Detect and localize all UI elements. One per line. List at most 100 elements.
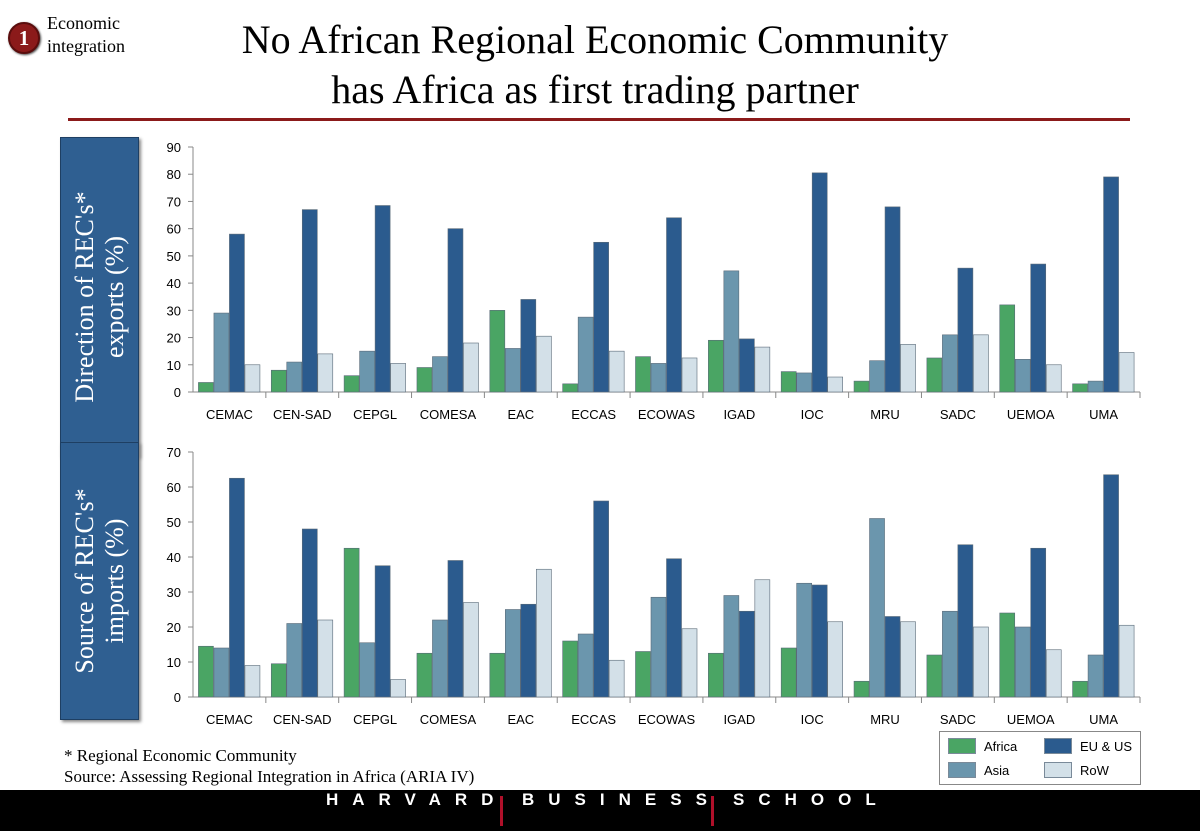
imports-bar-ecowas-asia (650, 596, 667, 698)
exports-bar-uma-africa (1072, 383, 1088, 393)
section-tag-line2: integration (47, 36, 125, 56)
exports-bar-mru-eu-us (884, 206, 901, 393)
exports-bar-uma-asia (1087, 380, 1104, 393)
exports-panel-label: Direction of REC's* exports (%) (60, 137, 139, 457)
legend-item-asia: Asia (948, 762, 1009, 778)
footnote-source: Source: Assessing Regional Integration i… (64, 767, 475, 786)
imports-bar-cepgl-eu-us (374, 565, 391, 698)
exports-category-label: IGAD (723, 407, 755, 422)
footer-word-harvard: HARVARD (326, 790, 508, 809)
exports-bar-ioc-asia (796, 372, 812, 393)
imports-bar-igad-row (754, 579, 771, 698)
imports-category-label: EAC (507, 712, 534, 727)
exports-bar-ecowas-asia (650, 363, 667, 393)
imports-bar-cemac-row (244, 665, 261, 698)
exports-bar-cen-sad-africa (270, 369, 287, 393)
imports-category-label: IOC (801, 712, 824, 727)
footer-word-business: BUSINESS (522, 790, 721, 809)
exports-bar-uma-eu-us (1103, 176, 1119, 393)
exports-y-tick-label: 60 (167, 222, 181, 237)
imports-bar-cepgl-africa (343, 547, 360, 698)
exports-y-tick-label: 0 (174, 385, 181, 400)
exports-bar-sadc-asia (942, 334, 958, 393)
exports-bar-eccas-row (608, 350, 625, 393)
imports-bar-mru-asia (869, 518, 885, 698)
imports-bar-mru-row (900, 621, 916, 698)
imports-bar-igad-africa (708, 652, 724, 698)
exports-bar-mru-asia (869, 360, 885, 393)
imports-y-tick-label: 0 (174, 690, 181, 705)
exports-bar-comesa-eu-us (447, 228, 464, 393)
slide-title-line1: No African Regional Economic Community (241, 17, 949, 62)
exports-bar-comesa-asia (432, 356, 448, 393)
exports-y-tick-label: 10 (167, 358, 181, 373)
exports-bar-sadc-africa (926, 357, 943, 393)
exports-bar-eac-asia (505, 348, 521, 393)
exports-category-label: IOC (801, 407, 824, 422)
exports-y-tick-label: 90 (167, 140, 181, 155)
exports-bar-ioc-eu-us (811, 172, 828, 393)
imports-bar-ecowas-africa (635, 651, 651, 698)
imports-bar-uma-row (1118, 624, 1135, 698)
imports-y-tick-label: 30 (167, 585, 181, 600)
exports-bar-igad-africa (708, 339, 724, 393)
imports-bar-cen-sad-africa (270, 663, 287, 698)
exports-bar-eccas-eu-us (593, 241, 609, 393)
exports-bar-igad-row (754, 346, 771, 393)
chart-legend: Africa EU & US Asia RoW (939, 731, 1141, 785)
imports-category-label: CEPGL (353, 712, 397, 727)
footnote-definition: * Regional Economic Community (64, 746, 297, 765)
exports-bar-igad-asia (723, 270, 740, 393)
imports-category-label: ECCAS (571, 712, 616, 727)
imports-bar-ioc-asia (796, 582, 812, 698)
imports-bar-sadc-africa (926, 654, 943, 698)
imports-bar-uma-asia (1087, 654, 1104, 698)
legend-label-africa: Africa (984, 738, 1018, 754)
imports-bar-cemac-asia (213, 647, 230, 698)
imports-category-label: IGAD (723, 712, 755, 727)
bar-charts: 0 10 20 30 40 50 60 70 80 90 CEMAC CEN-SAD CEPGL COME… (167, 140, 1141, 727)
footer-word-school: SCHOOL (733, 790, 890, 809)
exports-bar-uemoa-africa (999, 304, 1016, 393)
imports-bar-eccas-eu-us (593, 500, 609, 698)
imports-bar-cen-sad-asia (286, 623, 303, 698)
exports-bar-cepgl-row (390, 363, 406, 393)
imports-bar-igad-asia (723, 595, 740, 698)
imports-bar-uma-eu-us (1103, 474, 1119, 698)
exports-bar-cepgl-asia (359, 350, 375, 393)
imports-bar-cemac-africa (198, 645, 214, 698)
exports-category-label: CEMAC (206, 407, 253, 422)
exports-bar-comesa-row (463, 342, 479, 393)
exports-category-label: UMA (1089, 407, 1118, 422)
footer-bar: HARVARD BUSINESS SCHOOL (0, 790, 1200, 831)
exports-category-label: MRU (870, 407, 900, 422)
legend-swatch-row (1044, 762, 1072, 778)
imports-bar-comesa-eu-us (447, 560, 464, 698)
imports-bar-cen-sad-row (317, 619, 334, 698)
imports-bar-sadc-eu-us (957, 544, 974, 698)
imports-category-label: UMA (1089, 712, 1118, 727)
imports-bar-eac-row (536, 568, 552, 698)
legend-label-eu-us: EU & US (1080, 738, 1133, 754)
imports-y-tick-label: 60 (167, 480, 181, 495)
footer-separator (500, 796, 503, 826)
imports-bar-cen-sad-eu-us (301, 528, 318, 698)
exports-category-label: ECCAS (571, 407, 616, 422)
exports-y-tick-label: 70 (167, 194, 181, 209)
imports-bar-uemoa-row (1045, 649, 1062, 698)
imports-bar-igad-eu-us (739, 610, 755, 698)
imports-category-label: SADC (940, 712, 976, 727)
imports-bar-cepgl-asia (359, 642, 375, 698)
exports-bar-cepgl-africa (343, 375, 360, 393)
imports-y-tick-label: 20 (167, 620, 181, 635)
imports-bar-uemoa-eu-us (1030, 547, 1047, 698)
exports-bar-eccas-asia (577, 316, 594, 393)
imports-category-label: ECOWAS (638, 712, 696, 727)
imports-category-label: CEN-SAD (273, 712, 332, 727)
title-divider (68, 118, 1130, 121)
imports-bar-comesa-africa (416, 652, 433, 698)
imports-panel-label: Source of REC's* imports (%) (60, 442, 139, 720)
exports-category-label: SADC (940, 407, 976, 422)
imports-bar-cepgl-row (390, 679, 406, 698)
exports-bar-cemac-eu-us (229, 233, 245, 393)
